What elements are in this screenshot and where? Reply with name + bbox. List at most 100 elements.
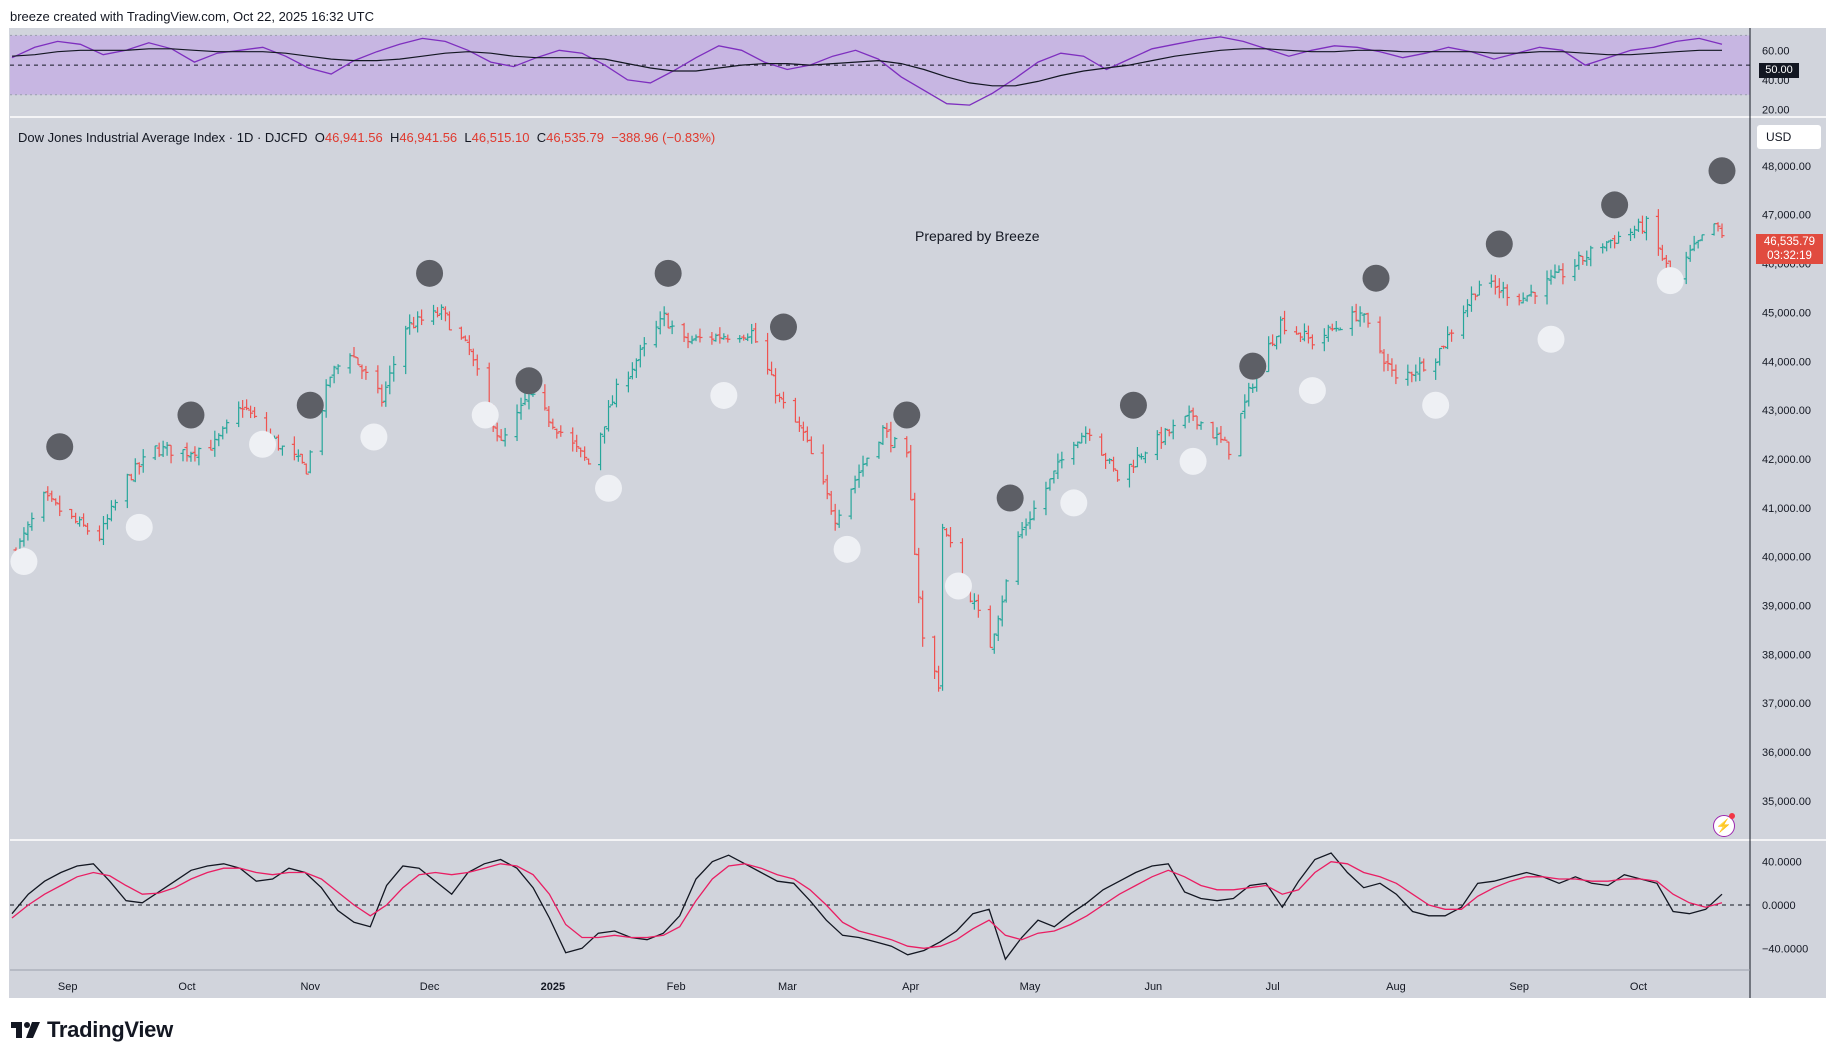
- price-bar: [53, 498, 59, 506]
- legend-high-label: H: [389, 130, 400, 145]
- time-tick-label: Apr: [902, 981, 919, 993]
- price-bar: [1138, 453, 1144, 460]
- price-bar: [69, 508, 75, 519]
- price-bar: [792, 397, 798, 423]
- price-bar: [136, 462, 142, 475]
- price-bar: [574, 434, 580, 453]
- symbol-legend[interactable]: Dow Jones Industrial Average Index · 1D …: [18, 130, 715, 145]
- price-tick-label: 39,000.00: [1762, 601, 1811, 613]
- price-bar: [335, 364, 341, 375]
- axes: 60.0040.0020.0048,000.0047,000.0046,000.…: [10, 28, 1826, 998]
- time-tick-label: Sep: [1509, 981, 1529, 993]
- legend-high-value: 46,941.56: [399, 130, 458, 145]
- price-bar: [609, 395, 615, 406]
- price-bar: [1687, 244, 1693, 262]
- price-bar: [1691, 235, 1697, 252]
- dark-signal-marker: [1362, 264, 1390, 292]
- price-bar: [295, 449, 301, 462]
- dark-signal-marker: [1485, 230, 1513, 258]
- price-bar: [697, 328, 703, 343]
- price-bar: [669, 320, 675, 335]
- price-bar: [216, 433, 222, 447]
- price-bar: [1361, 313, 1367, 323]
- chart-frame[interactable]: [9, 28, 1826, 998]
- light-signal-marker: [833, 535, 861, 563]
- price-bar: [975, 594, 981, 618]
- price-bar: [49, 490, 55, 502]
- price-bar: [1079, 432, 1085, 444]
- price-bar: [1190, 407, 1196, 421]
- price-bar: [1548, 269, 1554, 285]
- price-bar: [77, 516, 83, 527]
- tradingview-logo[interactable]: TradingView: [11, 1017, 173, 1043]
- price-bar: [1321, 328, 1327, 352]
- price-bar: [1385, 353, 1391, 372]
- lightning-icon[interactable]: ⚡: [1713, 815, 1735, 837]
- time-tick-label: May: [1020, 981, 1041, 993]
- time-tick-label: Jun: [1144, 981, 1162, 993]
- price-bar: [419, 309, 425, 326]
- price-tick-label: 40,000.00: [1762, 552, 1811, 564]
- price-bar: [1305, 325, 1311, 344]
- rsi-series-purple: [11, 36, 1723, 106]
- price-bar: [1437, 347, 1443, 366]
- price-bar: [41, 491, 47, 522]
- price-bar: [208, 439, 214, 451]
- price-bar: [1695, 240, 1701, 249]
- price-bar: [363, 365, 369, 380]
- price-bar: [474, 354, 480, 376]
- price-pane: [10, 157, 1736, 692]
- light-signal-marker: [1298, 377, 1326, 405]
- price-bar: [152, 445, 158, 461]
- price-bar: [1441, 345, 1447, 349]
- price-bar: [1333, 321, 1339, 332]
- price-bar: [415, 311, 421, 333]
- currency-button[interactable]: USD: [1757, 125, 1821, 149]
- price-bar: [1162, 428, 1168, 446]
- price-bar: [168, 444, 174, 464]
- price-bar: [1377, 316, 1383, 354]
- price-bar: [275, 434, 281, 451]
- price-bar: [291, 436, 297, 461]
- bar-countdown: 03:32:19: [1767, 250, 1812, 262]
- price-bar: [1715, 222, 1721, 232]
- dark-signal-marker: [996, 484, 1024, 512]
- rsi-series-dark: [11, 48, 1722, 87]
- price-bar: [1282, 310, 1288, 335]
- price-tick-label: 38,000.00: [1762, 649, 1811, 661]
- price-bar: [1616, 231, 1622, 244]
- price-bar: [665, 312, 671, 329]
- price-bar: [920, 590, 926, 647]
- macd-tick-label: 0.0000: [1762, 900, 1796, 912]
- light-signal-marker: [710, 381, 738, 409]
- time-tick-label: Mar: [778, 981, 797, 993]
- price-bar: [1353, 303, 1359, 322]
- price-bar: [1154, 430, 1160, 461]
- price-bar: [856, 464, 862, 488]
- time-tick-label: Oct: [1630, 981, 1647, 993]
- price-bar: [1023, 518, 1029, 536]
- price-bar: [1381, 349, 1387, 372]
- price-bar: [470, 348, 476, 367]
- price-bar: [494, 422, 500, 442]
- price-bar: [502, 427, 508, 447]
- legend-open-value: 46,941.56: [324, 130, 383, 145]
- price-bar: [435, 307, 441, 318]
- price-bar: [860, 455, 866, 477]
- price-bar: [657, 311, 663, 335]
- price-bar: [777, 393, 783, 403]
- price-bar: [240, 399, 246, 418]
- dark-signal-marker: [296, 391, 324, 419]
- rsi-tick-label: 60.00: [1762, 45, 1790, 57]
- watermark-text: Prepared by Breeze: [915, 228, 1040, 244]
- price-bar: [808, 436, 814, 455]
- price-bar: [196, 447, 202, 466]
- price-bar: [184, 442, 190, 462]
- price-bar: [73, 512, 79, 524]
- price-bar: [1560, 263, 1566, 285]
- price-bar: [916, 547, 922, 604]
- price-bar: [1409, 371, 1415, 383]
- price-bar: [749, 323, 755, 344]
- light-signal-marker: [1537, 325, 1565, 353]
